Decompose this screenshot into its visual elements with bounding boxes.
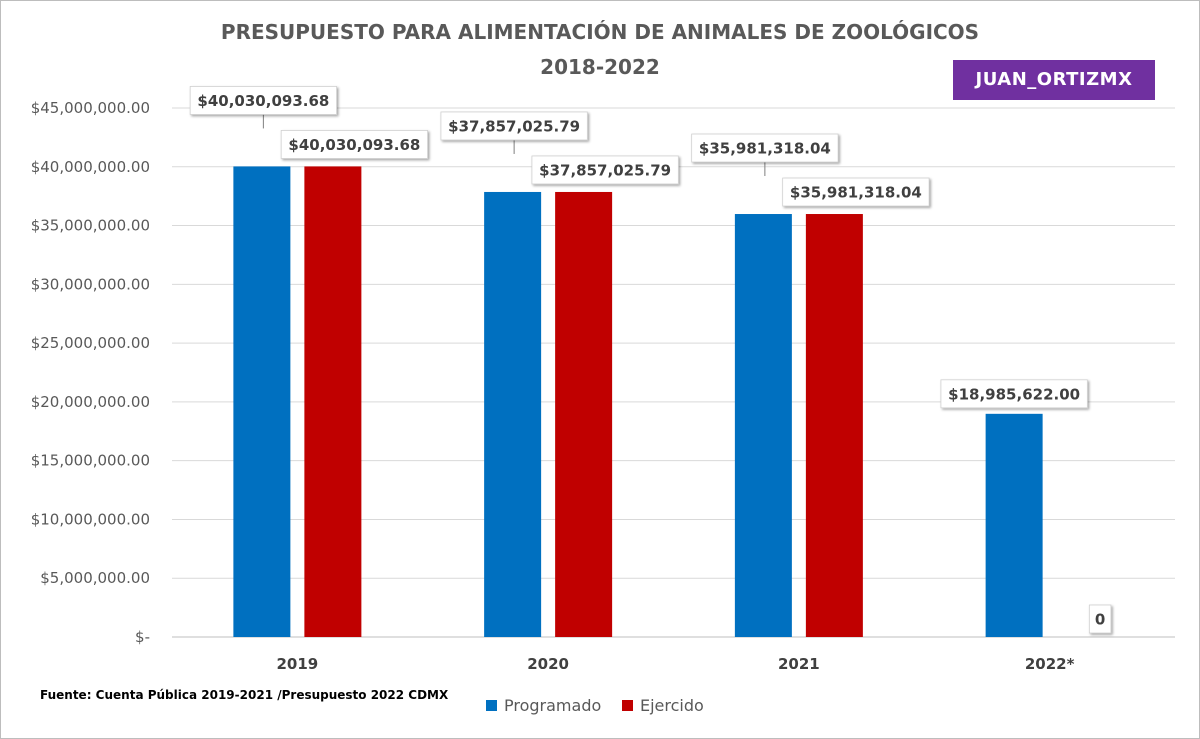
- bars: [233, 166, 1043, 637]
- data-label: $40,030,093.68: [189, 86, 337, 129]
- chart-subtitle: 2018-2022: [540, 55, 660, 79]
- data-label-box: [531, 155, 679, 185]
- legend-item-ejercido: Ejercido: [622, 696, 704, 715]
- y-tick-label: $-: [135, 628, 150, 646]
- data-label-text: $18,985,622.00: [948, 385, 1080, 403]
- bar-ejercido-2019: [304, 166, 362, 637]
- bar-programado-2022*: [985, 413, 1043, 637]
- data-label-text: $37,857,025.79: [448, 117, 580, 135]
- x-axis-categories: 2019 2020 2021 2022*: [277, 655, 1075, 673]
- y-tick-label: $5,000,000.00: [40, 569, 150, 587]
- data-label: 0: [1088, 604, 1112, 634]
- data-label-box: [1088, 604, 1112, 634]
- legend-swatch: [622, 700, 633, 711]
- y-tick-label: $45,000,000.00: [31, 99, 150, 117]
- legend-label: Programado: [504, 696, 601, 715]
- x-category-label: 2021: [778, 655, 820, 673]
- y-tick-label: $25,000,000.00: [31, 334, 150, 352]
- y-tick-label: $30,000,000.00: [31, 275, 150, 293]
- data-labels: $40,030,093.68 $40,030,093.68 $37,857,025.…: [189, 86, 1112, 634]
- data-label-box: [782, 177, 930, 207]
- y-axis-ticks: $- $5,000,000.00 $10,000,000.00 $15,000,000…: [31, 99, 150, 646]
- data-label-text: $35,981,318.04: [699, 140, 831, 158]
- data-label-text: $40,030,093.68: [197, 92, 329, 110]
- data-label: $40,030,093.68: [280, 130, 428, 159]
- y-tick-label: $15,000,000.00: [31, 452, 150, 470]
- data-label-box: [940, 379, 1088, 409]
- data-label: $35,981,318.04: [782, 177, 930, 207]
- y-tick-label: $10,000,000.00: [31, 510, 150, 528]
- data-label: $37,857,025.79: [440, 111, 588, 154]
- data-label-box: [189, 86, 337, 115]
- bar-programado-2021: [734, 214, 792, 637]
- legend-swatch: [486, 700, 497, 711]
- data-label-box: [280, 130, 428, 159]
- y-tick-label: $20,000,000.00: [31, 393, 150, 411]
- data-label-text: $40,030,093.68: [288, 136, 420, 154]
- legend-item-programado: Programado: [486, 696, 601, 715]
- data-label-text: $35,981,318.04: [790, 184, 922, 202]
- bar-ejercido-2021: [805, 214, 863, 637]
- legend: Programado Ejercido: [486, 696, 704, 715]
- data-label-box: [440, 111, 588, 141]
- y-tick-label: $40,000,000.00: [31, 158, 150, 176]
- chart-title: PRESUPUESTO PARA ALIMENTACIÓN DE ANIMALE…: [220, 20, 980, 44]
- x-category-label: 2019: [277, 655, 319, 673]
- data-label: $37,857,025.79: [531, 155, 679, 185]
- bar-ejercido-2020: [555, 191, 613, 637]
- y-tick-label: $35,000,000.00: [31, 217, 150, 235]
- data-label: $18,985,622.00: [940, 379, 1088, 409]
- data-label-text: $37,857,025.79: [539, 161, 671, 179]
- data-label: $35,981,318.04: [691, 133, 839, 177]
- data-label-box: [691, 133, 839, 163]
- data-label-text: 0: [1095, 611, 1105, 629]
- bar-programado-2019: [233, 166, 291, 637]
- legend-label: Ejercido: [640, 696, 704, 715]
- x-category-label: 2022*: [1025, 655, 1075, 673]
- x-category-label: 2020: [527, 655, 569, 673]
- bar-programado-2020: [484, 191, 542, 637]
- source-note: Fuente: Cuenta Pública 2019-2021 /Presup…: [40, 688, 449, 702]
- watermark-badge: JUAN_ORTIZMX: [953, 60, 1155, 100]
